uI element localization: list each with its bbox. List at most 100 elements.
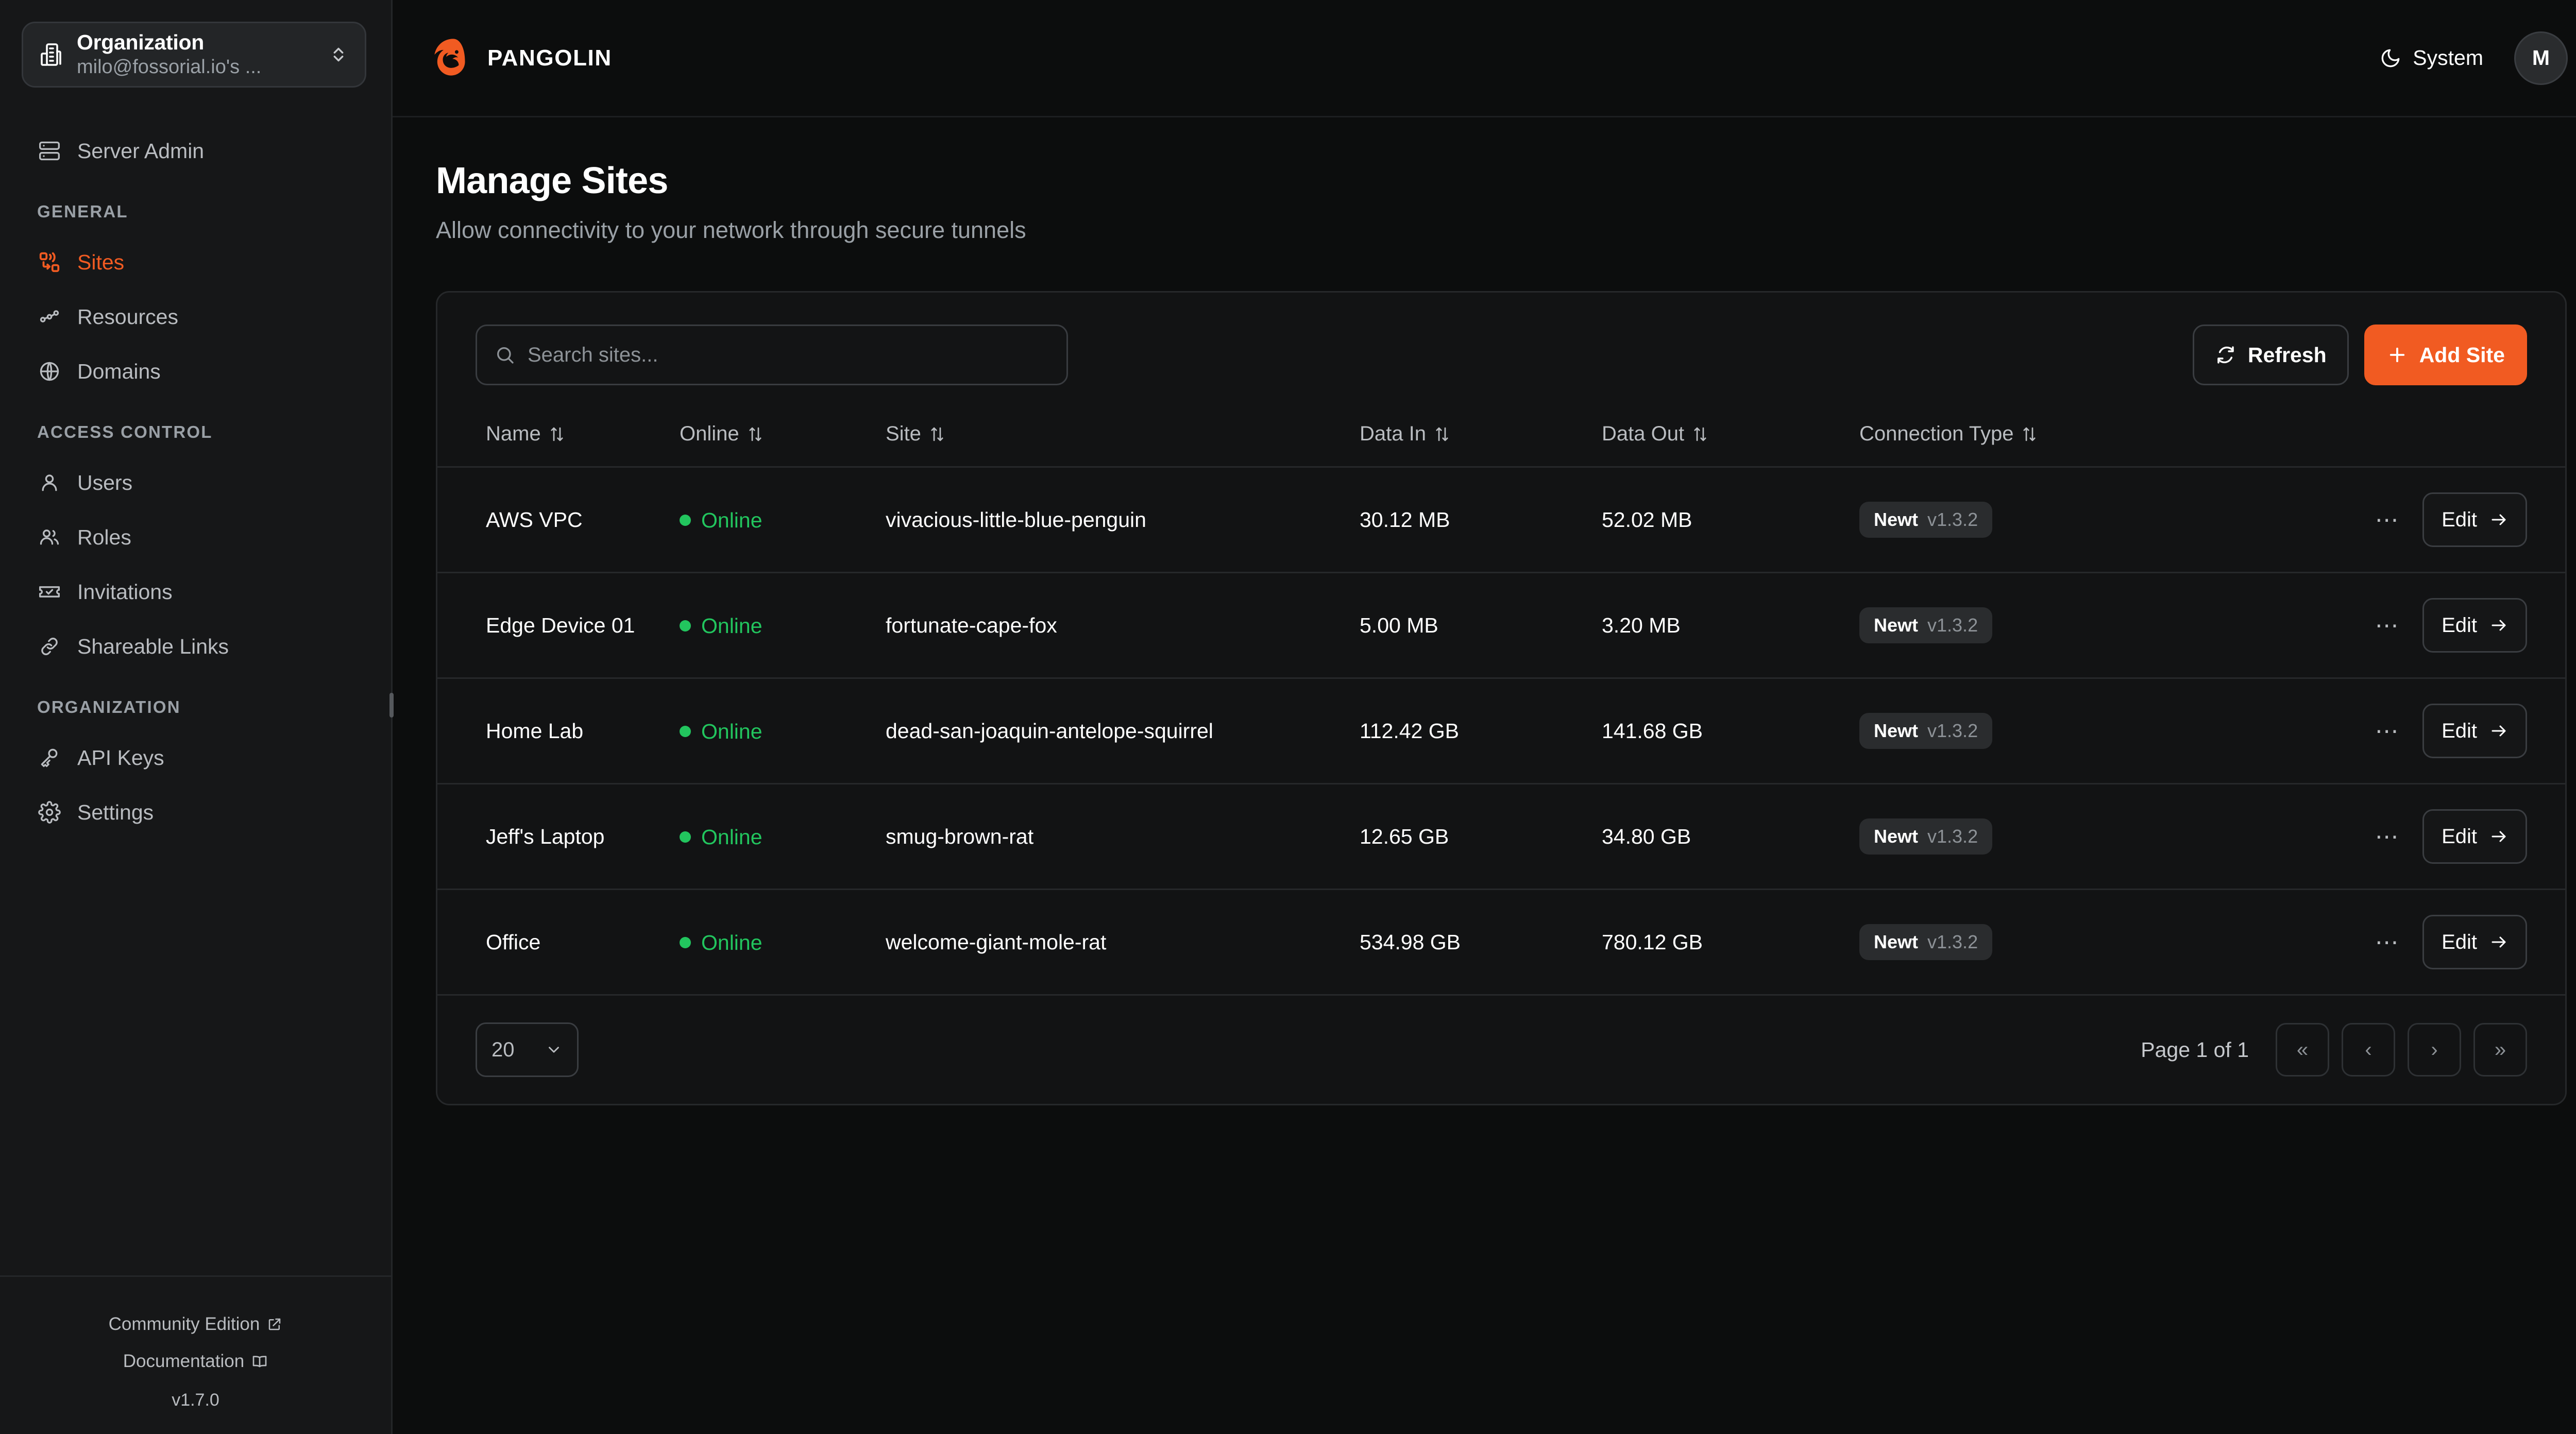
column-header-data-out[interactable]: Data Out bbox=[1602, 411, 1859, 467]
key-icon bbox=[37, 745, 62, 770]
table-row[interactable]: Office Online welcome-giant-mole-rat 534… bbox=[437, 889, 2565, 995]
page-indicator: Page 1 of 1 bbox=[2141, 1037, 2249, 1062]
sidebar-item-invitations[interactable]: Invitations bbox=[0, 565, 391, 619]
connection-name: Newt bbox=[1874, 614, 1919, 636]
status-dot-icon bbox=[680, 620, 691, 632]
connection-badge: Newt v1.3.2 bbox=[1859, 607, 1993, 644]
page-size-select[interactable]: 20 bbox=[476, 1022, 579, 1078]
row-menu-button[interactable]: ⋯ bbox=[2375, 506, 2400, 534]
sidebar-item-label: Settings bbox=[77, 800, 154, 824]
search-input[interactable]: Search sites... bbox=[476, 325, 1068, 386]
add-site-button[interactable]: Add Site bbox=[2364, 325, 2527, 386]
connection-badge: Newt v1.3.2 bbox=[1859, 502, 1993, 538]
column-label: Name bbox=[486, 422, 541, 446]
sidebar-item-settings[interactable]: Settings bbox=[0, 785, 391, 840]
cell-name: Edge Device 01 bbox=[437, 572, 680, 678]
table-row[interactable]: Edge Device 01 Online fortunate-cape-fox… bbox=[437, 572, 2565, 678]
edit-label: Edit bbox=[2442, 719, 2477, 742]
sort-icon bbox=[1434, 425, 1450, 443]
org-title: Organization bbox=[77, 30, 204, 55]
first-page-button[interactable]: « bbox=[2276, 1023, 2329, 1077]
avatar-initial: M bbox=[2532, 46, 2550, 70]
cell-actions: ⋯ Edit bbox=[2220, 783, 2565, 890]
cell-data-out: 780.12 GB bbox=[1602, 889, 1859, 995]
cell-actions: ⋯ Edit bbox=[2220, 466, 2565, 573]
page-subtitle: Allow connectivity to your network throu… bbox=[436, 217, 1026, 244]
column-header-online[interactable]: Online bbox=[680, 411, 886, 467]
column-header-site[interactable]: Site bbox=[886, 411, 1360, 467]
sidebar-item-label: Shareable Links bbox=[77, 634, 229, 658]
cell-data-in: 30.12 MB bbox=[1360, 466, 1602, 573]
main-area: PANGOLIN System M Manage Sites Allow con… bbox=[393, 0, 2576, 1434]
status-badge: Online bbox=[680, 508, 762, 533]
documentation-link[interactable]: Documentation bbox=[0, 1343, 391, 1380]
edit-button[interactable]: Edit bbox=[2422, 492, 2527, 548]
sidebar-item-api-keys[interactable]: API Keys bbox=[0, 730, 391, 785]
edit-button[interactable]: Edit bbox=[2422, 809, 2527, 864]
sidebar-item-label: Domains bbox=[77, 359, 161, 383]
sidebar-item-roles[interactable]: Roles bbox=[0, 510, 391, 565]
cell-connection-type: Newt v1.3.2 bbox=[1859, 466, 2220, 573]
org-subtitle: milo@fossorial.io's ... bbox=[77, 56, 262, 78]
avatar[interactable]: M bbox=[2514, 31, 2568, 85]
sidebar-item-resources[interactable]: Resources bbox=[0, 289, 391, 344]
edit-button[interactable]: Edit bbox=[2422, 915, 2527, 970]
connection-name: Newt bbox=[1874, 720, 1919, 742]
cell-online: Online bbox=[680, 783, 886, 890]
sidebar-item-domains[interactable]: Domains bbox=[0, 344, 391, 399]
cell-online: Online bbox=[680, 572, 886, 678]
search-icon bbox=[495, 345, 515, 365]
sort-icon bbox=[549, 425, 565, 443]
community-edition-link[interactable]: Community Edition bbox=[0, 1306, 391, 1343]
edit-button[interactable]: Edit bbox=[2422, 704, 2527, 759]
row-menu-button[interactable]: ⋯ bbox=[2375, 612, 2400, 639]
table-row[interactable]: Home Lab Online dead-san-joaquin-antelop… bbox=[437, 677, 2565, 784]
column-header-data-in[interactable]: Data In bbox=[1360, 411, 1602, 467]
cell-data-out: 34.80 GB bbox=[1602, 783, 1859, 890]
refresh-button[interactable]: Refresh bbox=[2193, 325, 2349, 386]
sidebar-resize-handle[interactable] bbox=[389, 693, 394, 718]
sidebar-item-label: Users bbox=[77, 470, 133, 494]
cell-site: fortunate-cape-fox bbox=[886, 572, 1360, 678]
documentation-label: Documentation bbox=[123, 1351, 245, 1371]
connection-badge: Newt v1.3.2 bbox=[1859, 818, 1993, 855]
sidebar-item-users[interactable]: Users bbox=[0, 455, 391, 510]
sidebar-item-label: API Keys bbox=[77, 745, 164, 770]
column-header-name[interactable]: Name bbox=[437, 411, 680, 467]
next-page-button[interactable]: › bbox=[2408, 1023, 2461, 1077]
cell-actions: ⋯ Edit bbox=[2220, 677, 2565, 784]
pangolin-logo-icon bbox=[430, 36, 474, 80]
globe-icon bbox=[37, 359, 62, 384]
sidebar-item-sites[interactable]: Sites bbox=[0, 235, 391, 289]
pagination: 20 Page 1 of 1 « ‹ › » bbox=[437, 994, 2565, 1104]
chevrons-up-down-icon bbox=[330, 43, 347, 66]
cell-connection-type: Newt v1.3.2 bbox=[1859, 572, 2220, 678]
brand[interactable]: PANGOLIN bbox=[430, 36, 612, 80]
row-menu-button[interactable]: ⋯ bbox=[2375, 718, 2400, 745]
last-page-button[interactable]: » bbox=[2473, 1023, 2527, 1077]
theme-toggle[interactable]: System bbox=[2380, 46, 2483, 70]
edit-button[interactable]: Edit bbox=[2422, 598, 2527, 653]
cell-online: Online bbox=[680, 466, 886, 573]
sidebar-section-general: GENERAL bbox=[37, 202, 128, 221]
brand-name: PANGOLIN bbox=[487, 45, 612, 71]
table-row[interactable]: Jeff's Laptop Online smug-brown-rat 12.6… bbox=[437, 783, 2565, 890]
sidebar-item-label: Roles bbox=[77, 525, 131, 549]
sidebar-item-server-admin[interactable]: Server Admin bbox=[0, 124, 391, 178]
column-header-connection-type[interactable]: Connection Type bbox=[1859, 411, 2220, 467]
row-menu-button[interactable]: ⋯ bbox=[2375, 929, 2400, 956]
status-badge: Online bbox=[680, 825, 762, 849]
sort-icon bbox=[929, 425, 945, 443]
row-menu-button[interactable]: ⋯ bbox=[2375, 823, 2400, 850]
cell-connection-type: Newt v1.3.2 bbox=[1859, 783, 2220, 890]
status-badge: Online bbox=[680, 720, 762, 744]
org-switcher[interactable]: Organization milo@fossorial.io's ... bbox=[22, 22, 366, 88]
cell-name: Home Lab bbox=[437, 677, 680, 784]
cell-data-out: 52.02 MB bbox=[1602, 466, 1859, 573]
sidebar-section-access-control: ACCESS CONTROL bbox=[37, 422, 213, 441]
ticket-check-icon bbox=[37, 579, 62, 604]
table-row[interactable]: AWS VPC Online vivacious-little-blue-pen… bbox=[437, 466, 2565, 573]
sidebar-item-shareable-links[interactable]: Shareable Links bbox=[0, 619, 391, 674]
prev-page-button[interactable]: ‹ bbox=[2342, 1023, 2395, 1077]
